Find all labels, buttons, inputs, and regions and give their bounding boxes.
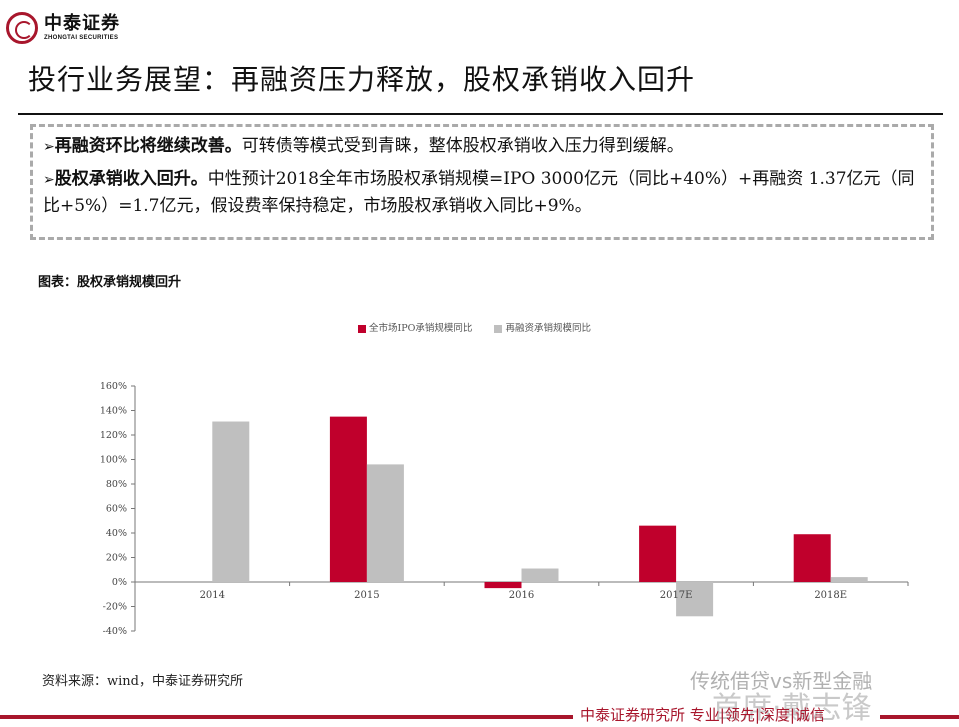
watermark-line2: 首席·戴志锋 xyxy=(712,691,872,726)
title-divider xyxy=(18,113,943,115)
bar-ipo xyxy=(639,525,677,582)
y-tick-label: 60% xyxy=(106,504,127,515)
x-tick-label: 2018E xyxy=(814,590,847,601)
source-note: 资料来源：wind，中泰证券研究所 xyxy=(42,674,243,689)
y-tick-label: 120% xyxy=(100,430,127,441)
watermark: 传统借贷vs新型金融 首席·戴志锋 xyxy=(690,665,873,726)
bar-refinancing xyxy=(521,568,559,582)
summary-box: ➢再融资环比将继续改善。可转债等模式受到青睐，整体股权承销收入压力得到缓解。 ➢… xyxy=(30,124,934,240)
y-tick-label: 0% xyxy=(112,577,127,588)
bullet-2-heading: 股权承销收入回升。 xyxy=(54,169,208,189)
legend-swatch-grey xyxy=(494,324,503,333)
y-tick-label: 140% xyxy=(100,406,127,417)
page-title: 投行业务展望：再融资压力释放，股权承销收入回升 xyxy=(28,63,696,96)
bar-ipo xyxy=(484,582,522,589)
x-tick-label: 2014 xyxy=(200,590,225,601)
arrow-bullet-icon: ➢ xyxy=(43,172,55,188)
y-tick-label: -40% xyxy=(103,626,127,637)
bar-refinancing xyxy=(676,582,714,617)
logo-en: ZHONGTAI SECURITIES xyxy=(44,35,119,41)
y-tick-label: 100% xyxy=(100,455,127,466)
chart-legend: 全市场IPO承销规模同比 再融资承销规模同比 xyxy=(358,320,591,334)
legend-swatch-red xyxy=(358,324,366,333)
x-tick-label: 2016 xyxy=(509,590,534,601)
legend-item-ipo: 全市场IPO承销规模同比 xyxy=(358,320,472,334)
bar-refinancing xyxy=(366,464,404,582)
watermark-line1: 传统借贷vs新型金融 xyxy=(690,669,873,693)
x-tick-label: 2017E xyxy=(660,590,693,601)
y-tick-label: 80% xyxy=(106,479,127,490)
footer-rule-right xyxy=(880,715,959,719)
x-tick-label: 2015 xyxy=(354,590,379,601)
bullet-2: ➢股权承销收入回升。中性预计2018全年市场股权承销规模=IPO 3000亿元（… xyxy=(43,166,921,219)
bullet-1-text: 可转债等模式受到青睐，整体股权承销收入压力得到缓解。 xyxy=(241,136,684,156)
bullet-1-heading: 再融资环比将继续改善。 xyxy=(54,136,242,156)
legend-item-refinancing: 再融资承销规模同比 xyxy=(494,320,591,334)
bar-ipo xyxy=(793,534,831,582)
arrow-bullet-icon: ➢ xyxy=(43,139,55,155)
footer-text: 中泰证券研究所 专业|领先|深度|诚信 xyxy=(580,706,825,724)
chart-caption: 图表：股权承销规模回升 xyxy=(38,275,182,290)
logo-mark-icon xyxy=(6,12,38,44)
bar-refinancing xyxy=(212,421,250,582)
footer-rule xyxy=(0,715,573,719)
y-tick-label: -20% xyxy=(103,602,127,613)
bullet-2-text: 中性预计2018全年市场股权承销规模=IPO 3000亿元（同比+40%）+再融… xyxy=(43,169,915,216)
logo-cn: 中泰证券 xyxy=(44,13,120,34)
bar-ipo xyxy=(329,416,367,582)
bullet-1: ➢再融资环比将继续改善。可转债等模式受到青睐，整体股权承销收入压力得到缓解。 xyxy=(43,133,921,160)
y-tick-label: 20% xyxy=(106,553,127,564)
y-tick-label: 40% xyxy=(106,528,127,539)
bar-refinancing xyxy=(830,577,868,582)
company-logo: 中泰证券 ZHONGTAI SECURITIES xyxy=(6,12,120,44)
y-tick-label: 160% xyxy=(100,381,127,392)
